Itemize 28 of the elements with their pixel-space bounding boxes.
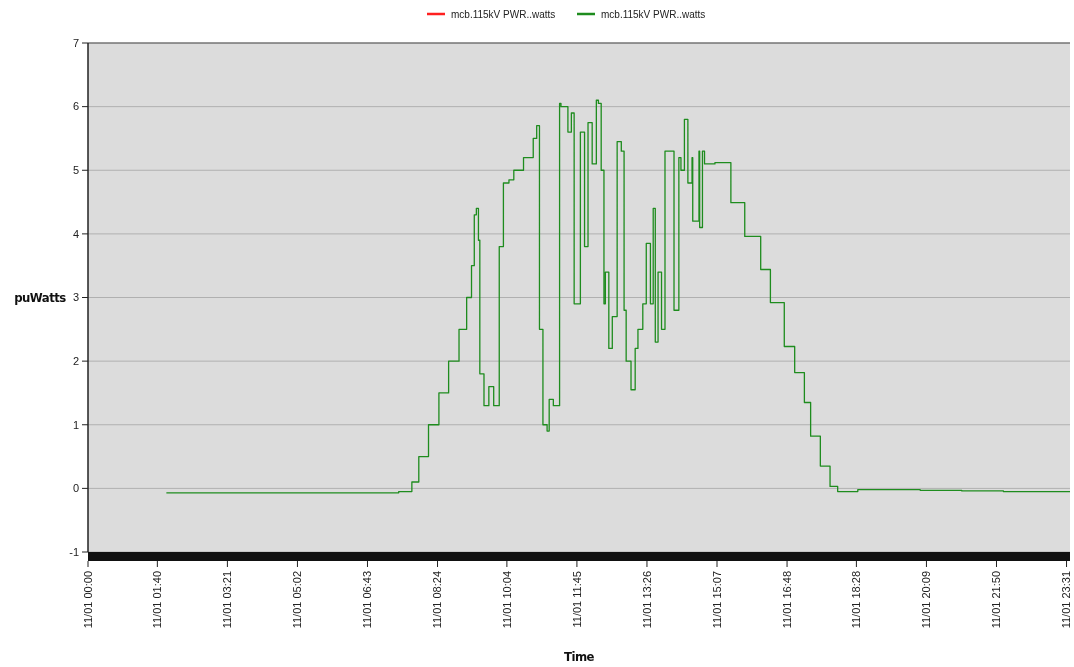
y-tick-label: 7 [72, 36, 79, 49]
x-tick-label: 11/01 16:48 [780, 571, 793, 629]
x-tick-label: 11/01 10:04 [500, 571, 513, 629]
y-tick-label: 5 [72, 164, 79, 177]
x-tick-label: 11/01 03:21 [221, 571, 234, 629]
legend-label: mcb.115kV PWR..watts [601, 8, 706, 20]
x-tick-label: 11/01 11:45 [570, 571, 583, 628]
x-axis-title: Time [563, 649, 595, 664]
y-tick-label: 4 [72, 227, 79, 240]
y-tick-label: 6 [72, 100, 79, 113]
y-tick-label: 3 [72, 291, 79, 304]
x-tick-label: 11/01 20:09 [920, 571, 933, 629]
x-tick-label: 11/01 23:31 [1060, 571, 1073, 629]
x-tick-label: 11/01 01:40 [151, 571, 164, 629]
y-tick-label: -1 [69, 545, 79, 558]
y-axis-title: puWatts [14, 290, 67, 306]
x-tick-label: 11/01 15:07 [710, 571, 723, 629]
legend-label: mcb.115kV PWR..watts [451, 8, 556, 20]
y-tick-label: 1 [72, 418, 79, 431]
x-tick-label: 11/01 13:26 [640, 571, 653, 629]
x-tick-label: 11/01 21:50 [990, 571, 1003, 629]
x-tick-label: 11/01 06:43 [361, 571, 374, 629]
y-tick-label: 2 [72, 354, 79, 367]
x-tick-label: 11/01 08:24 [431, 571, 444, 629]
x-tick-label: 11/01 18:28 [850, 571, 863, 629]
x-tick-label: 11/01 05:02 [291, 571, 304, 629]
x-tick-label: 11/01 00:00 [81, 571, 94, 629]
y-tick-label: 0 [72, 482, 79, 495]
